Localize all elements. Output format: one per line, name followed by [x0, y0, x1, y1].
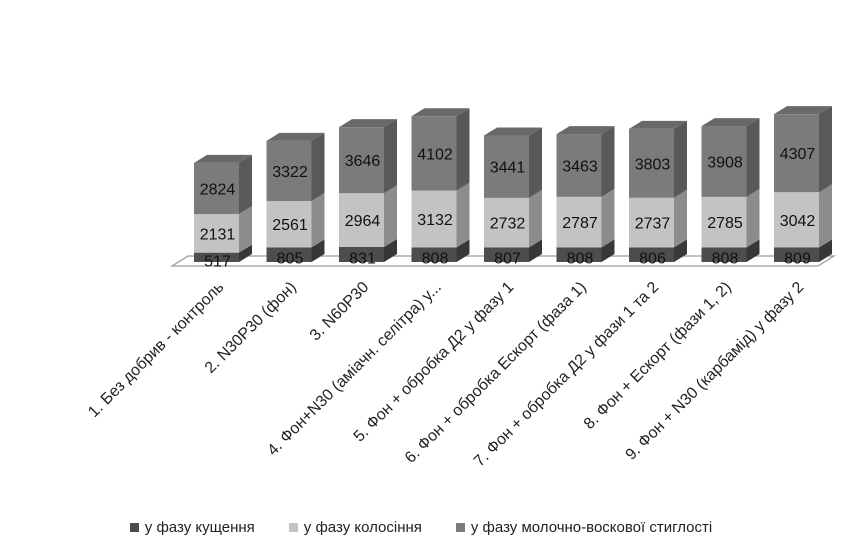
data-label-2-3: 3322 [272, 164, 308, 181]
bar-segment-5-2 [484, 189, 542, 248]
data-label-1-3: 2824 [200, 181, 236, 198]
data-label-6-2: 2787 [562, 215, 598, 232]
legend: у фазу кущення у фазу колосіння у фазу мол… [0, 514, 842, 540]
data-label-2-2: 2561 [272, 217, 308, 234]
bar-segment-2-3 [266, 132, 325, 202]
bar-segment-8-3 [701, 118, 760, 197]
x-tick-label-5: 5. Фон + обробка Д2 у фазу 1 [351, 279, 518, 446]
bar-segment-4-2 [411, 182, 470, 248]
data-label-5-2: 2732 [490, 216, 526, 233]
bar-segment-1-1 [194, 244, 252, 262]
data-label-8-3: 3908 [707, 154, 743, 171]
data-label-3-1: 831 [349, 250, 376, 267]
legend-label: у фазу молочно-воскової стиглості [470, 518, 713, 536]
legend-item-2: у фазу колосіння [288, 518, 422, 536]
data-label-9-2: 3042 [780, 213, 816, 230]
bar-segment-8-2 [701, 188, 760, 248]
x-tick-label-8: 8. Фон + Ескорт (фази 1, 2) [581, 279, 735, 433]
data-label-4-3: 4102 [417, 146, 453, 163]
data-label-4-1: 808 [422, 251, 449, 268]
bar-segment-4-3 [411, 108, 470, 191]
bar-segment-3-2 [339, 185, 397, 247]
bar-segment-7-2 [629, 189, 687, 248]
data-label-2-1: 805 [277, 251, 304, 268]
stacked-bar-chart: 517 2131 2824 805 2561 3322 831 2964 3646 808 3132… [85, 106, 837, 470]
bar-segment-4-1 [411, 239, 470, 262]
bar-segment-5-3 [484, 127, 542, 198]
bar-segment-3-3 [339, 119, 397, 194]
x-tick-label-3: 3. N60P30 [307, 279, 373, 345]
data-label-6-1: 808 [567, 251, 594, 268]
bar-segment-2-1 [266, 239, 325, 262]
data-label-7-2: 2737 [635, 216, 671, 233]
legend-swatch [455, 522, 465, 532]
bar-segment-6-3 [556, 126, 615, 197]
bar-segment-1-3 [194, 154, 252, 215]
data-label-3-3: 3646 [345, 153, 381, 170]
data-label-6-3: 3463 [562, 158, 598, 175]
bar-segment-8-1 [701, 239, 760, 262]
bar-segment-6-1 [556, 239, 615, 262]
data-label-1-1: 517 [204, 253, 231, 270]
data-label-7-1: 806 [639, 251, 666, 268]
bar-segment-7-1 [629, 239, 687, 262]
bar-segment-3-1 [339, 238, 397, 262]
data-label-3-2: 2964 [345, 213, 381, 230]
bar-segment-9-2 [774, 184, 832, 248]
bar-segment-7-3 [629, 120, 687, 198]
data-label-9-3: 4307 [780, 146, 816, 163]
bar-segment-9-3 [774, 106, 832, 193]
bar-segment-2-2 [266, 193, 325, 248]
legend-swatch [129, 522, 139, 532]
legend-label: у фазу кущення [144, 518, 255, 536]
bars-layer [194, 106, 832, 262]
data-label-5-3: 3441 [490, 160, 526, 177]
data-label-5-1: 807 [494, 251, 521, 268]
legend-item-1: у фазу кущення [129, 518, 255, 536]
bar-segment-1-2 [194, 206, 252, 253]
data-label-1-2: 2131 [200, 226, 236, 243]
data-label-7-3: 3803 [635, 156, 671, 173]
data-label-8-1: 808 [712, 251, 739, 268]
data-labels-layer: 517 2131 2824 805 2561 3322 831 2964 3646 808 3132… [200, 146, 816, 270]
legend-label: у фазу колосіння [303, 518, 422, 536]
bar-segment-6-2 [556, 188, 615, 248]
bar-segment-9-1 [774, 239, 832, 262]
bar-segment-5-1 [484, 239, 542, 262]
legend-item-3: у фазу молочно-воскової стиглості [455, 518, 713, 536]
legend-swatch [288, 522, 298, 532]
x-tick-label-1: 1. Без добрив - контроль [85, 279, 227, 421]
data-label-9-1: 809 [784, 251, 811, 268]
data-label-8-2: 2785 [707, 215, 743, 232]
data-label-4-2: 3132 [417, 212, 453, 229]
